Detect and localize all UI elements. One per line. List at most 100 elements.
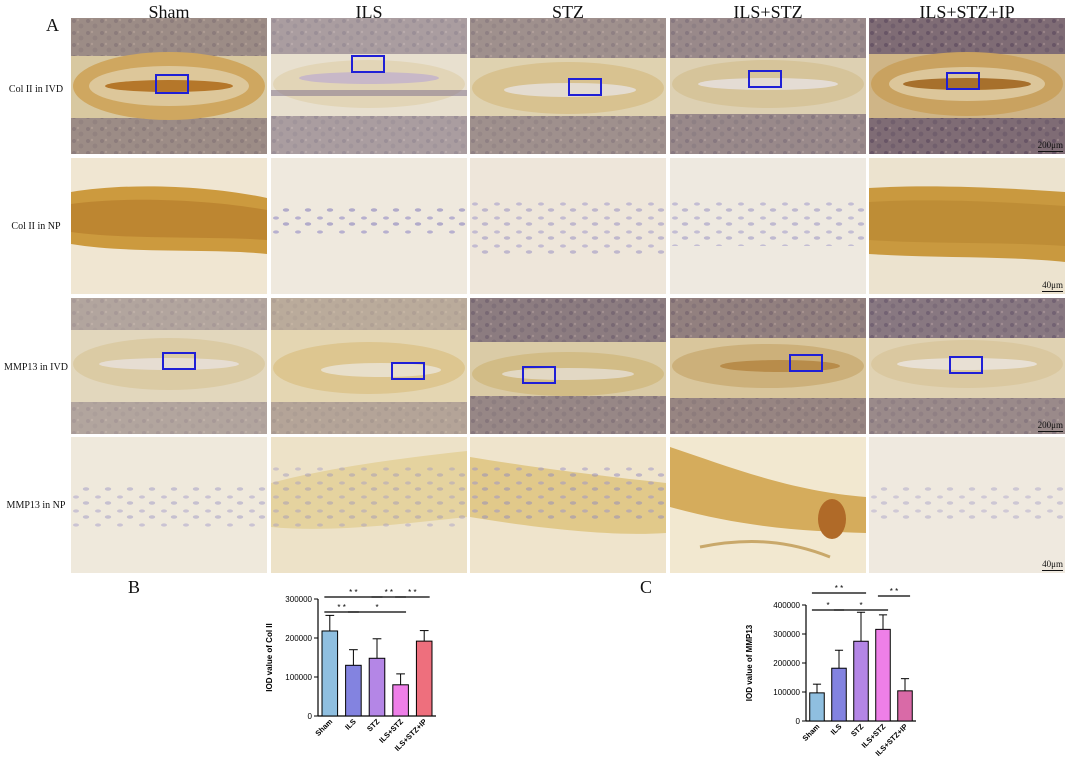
x-tick-label: Sham [801, 722, 822, 743]
roi-box [351, 55, 385, 73]
ivd-texture [670, 298, 866, 434]
column-header-sham: Sham [148, 2, 190, 22]
np-texture [670, 158, 866, 294]
panel-label-c: C [640, 577, 653, 597]
micrograph-mmp13-ivd-ils-stz-ip: 200μm [869, 298, 1065, 434]
roi-box [748, 70, 782, 88]
ivd-texture [869, 18, 1065, 154]
scale-bar-label: 200μm [1037, 140, 1063, 150]
row-label-mmp13-ivd: MMP13 in IVD [4, 362, 68, 373]
scale-bar-line [1037, 151, 1063, 152]
micrograph-mmp13-np-stz [470, 437, 666, 573]
scale-bar-line [1037, 431, 1063, 432]
scale-bar-label: 40μm [1042, 280, 1063, 290]
micrograph-col2-np-ils-stz-ip: 40μm [869, 158, 1065, 294]
micrograph-col2-np-ils-stz [670, 158, 866, 294]
ivd-texture [71, 18, 267, 154]
bar-chart-col2: 0 100000 200000 300000 IOD value of Col II Sh… [265, 588, 436, 753]
roi-box [568, 78, 602, 96]
micrograph-col2-ivd-ils-stz-ip: 200μm [869, 18, 1065, 154]
bar [897, 690, 913, 722]
ivd-texture [470, 298, 666, 434]
micrograph-mmp13-np-ils-stz-ip: 40μm [869, 437, 1065, 573]
micrograph-col2-ivd-sham [71, 18, 267, 154]
significance-label: * * [349, 588, 357, 597]
x-tick-label: STZ [849, 722, 866, 739]
scale-bar-line [1042, 570, 1063, 571]
y-tick-label: 300000 [773, 630, 800, 639]
np-texture [271, 158, 467, 294]
significance-label: * [826, 601, 829, 610]
np-texture [470, 158, 666, 294]
bar-chart-mmp13: 0 100000 200000 300000 400000 IOD value of MM… [745, 584, 916, 758]
significance-label: * * [408, 588, 416, 597]
x-tick-label: ILS [829, 722, 844, 737]
scale-bar-40um: 40μm [1042, 559, 1063, 571]
x-tick-label: ILS [343, 717, 358, 732]
micrograph-mmp13-np-sham [71, 437, 267, 573]
roi-box [789, 354, 823, 372]
significance-label: * * [890, 587, 898, 596]
y-axis-label: IOD value of Col II [265, 623, 274, 691]
y-tick-label: 300000 [285, 595, 312, 604]
significance-label: * * [385, 588, 393, 597]
y-tick-label: 100000 [773, 688, 800, 697]
bar [809, 692, 825, 722]
x-tick-label: Sham [313, 717, 334, 738]
column-header-ils: ILS [355, 2, 383, 22]
micrograph-col2-ivd-ils [271, 18, 467, 154]
bar [321, 630, 339, 717]
row-label-col2-ivd: Col II in IVD [8, 84, 64, 95]
np-texture [869, 437, 1065, 573]
micrograph-col2-np-sham [71, 158, 267, 294]
bar [368, 657, 386, 717]
micrograph-mmp13-ivd-stz [470, 298, 666, 434]
scale-bar-line [1042, 291, 1063, 292]
ivd-texture [71, 298, 267, 434]
chart-mmp13-iod: 0 100000 200000 300000 400000 IOD value of MM… [742, 583, 922, 765]
x-tick-label: STZ [365, 717, 382, 734]
bar [831, 667, 847, 722]
roi-box [949, 356, 983, 374]
y-tick-label: 400000 [773, 601, 800, 610]
panel-label-b: B [128, 577, 141, 597]
chart-col2-iod: 0 100000 200000 300000 IOD value of Col II Sh… [262, 585, 442, 763]
y-tick-label: 0 [796, 717, 801, 726]
np-texture [869, 158, 1065, 294]
y-axis-label: IOD value of MMP13 [745, 624, 754, 701]
bar [392, 684, 409, 717]
bar [345, 664, 362, 717]
micrograph-col2-np-stz [470, 158, 666, 294]
np-texture [71, 158, 267, 294]
micrograph-col2-np-ils [271, 158, 467, 294]
ivd-texture [271, 18, 467, 154]
significance-label: * * [337, 603, 345, 612]
np-texture [470, 437, 666, 573]
micrograph-mmp13-ivd-ils-stz [670, 298, 866, 434]
y-tick-label: 0 [308, 712, 313, 721]
roi-box [391, 362, 425, 380]
roi-box [946, 72, 980, 90]
roi-box [162, 352, 196, 370]
significance-label: * [375, 603, 378, 612]
scale-bar-label: 200μm [1037, 420, 1063, 430]
ivd-texture [869, 298, 1065, 434]
y-tick-label: 200000 [285, 634, 312, 643]
ivd-texture [271, 298, 467, 434]
micrograph-mmp13-ivd-sham [71, 298, 267, 434]
micrograph-mmp13-np-ils-stz [670, 437, 866, 573]
row-label-col2-np: Col II in NP [11, 221, 61, 232]
bar [875, 628, 891, 722]
column-header-stz: STZ [551, 2, 584, 22]
roi-box [155, 74, 189, 94]
scale-bar-label: 40μm [1042, 559, 1063, 569]
column-header-ils-stz: ILS+STZ [733, 2, 803, 22]
bar [853, 640, 869, 722]
micrograph-mmp13-np-ils [271, 437, 467, 573]
bar [415, 640, 433, 717]
np-texture [271, 437, 467, 573]
np-texture [71, 437, 267, 573]
np-texture [670, 437, 866, 573]
y-tick-label: 200000 [773, 659, 800, 668]
scale-bar-200um: 200μm [1037, 420, 1063, 432]
